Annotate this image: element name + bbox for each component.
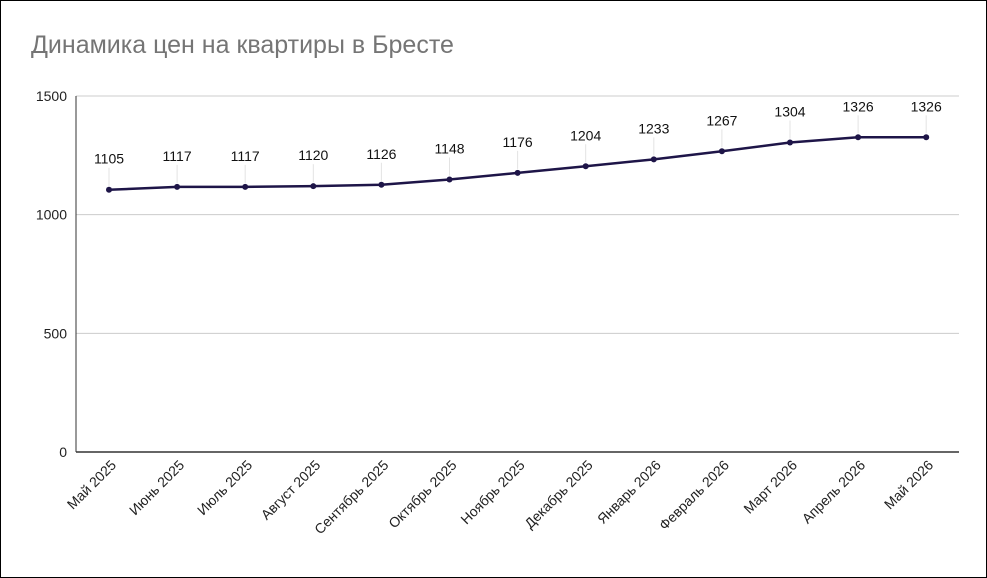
data-point [923, 134, 930, 141]
data-label: 1267 [706, 112, 737, 128]
data-label: 1105 [94, 151, 124, 167]
x-tick-label: Ноябрь 2025 [457, 457, 528, 528]
x-tick-label: Июнь 2025 [126, 457, 187, 518]
x-tick-label: Сентябрь 2025 [311, 457, 392, 538]
data-label: 1304 [774, 104, 805, 120]
data-point [787, 139, 793, 146]
data-label: 1326 [911, 98, 942, 114]
x-tick-label: Октябрь 2025 [385, 457, 460, 532]
data-point [718, 148, 725, 155]
data-label: 1117 [231, 148, 260, 164]
data-label: 1126 [366, 146, 396, 162]
x-tick-label: Июль 2025 [194, 457, 255, 518]
data-point [174, 183, 181, 190]
data-label: 1117 [163, 148, 192, 164]
data-point [855, 134, 862, 141]
x-tick-label: Март 2026 [740, 457, 800, 517]
x-tick-label: Май 2025 [64, 457, 120, 513]
data-label: 1176 [503, 134, 533, 150]
data-label: 1326 [843, 98, 874, 114]
x-tick-label: Февраль 2026 [656, 457, 732, 533]
y-tick-label: 0 [59, 444, 67, 460]
x-tick-label: Январь 2026 [594, 457, 664, 527]
x-tick-label: Август 2025 [258, 457, 324, 523]
x-tick-label: Апрель 2026 [799, 457, 869, 527]
x-tick-label: Май 2026 [881, 457, 937, 513]
chart-title: Динамика цен на квартиры в Бресте [31, 31, 454, 59]
data-point [514, 169, 521, 176]
data-point [310, 183, 317, 190]
y-tick-label: 500 [44, 325, 68, 341]
x-tick-label: Декабрь 2025 [521, 457, 596, 532]
data-point [106, 186, 112, 193]
data-point [446, 176, 453, 183]
data-point [582, 163, 589, 170]
data-point [650, 156, 657, 163]
y-tick-label: 1000 [36, 207, 67, 223]
data-label: 1120 [298, 147, 328, 163]
data-point [378, 181, 385, 188]
data-label: 1233 [638, 120, 669, 136]
data-label: 1148 [434, 141, 464, 157]
data-point [242, 183, 249, 190]
y-tick-label: 1500 [36, 88, 67, 104]
data-label: 1204 [570, 127, 601, 143]
